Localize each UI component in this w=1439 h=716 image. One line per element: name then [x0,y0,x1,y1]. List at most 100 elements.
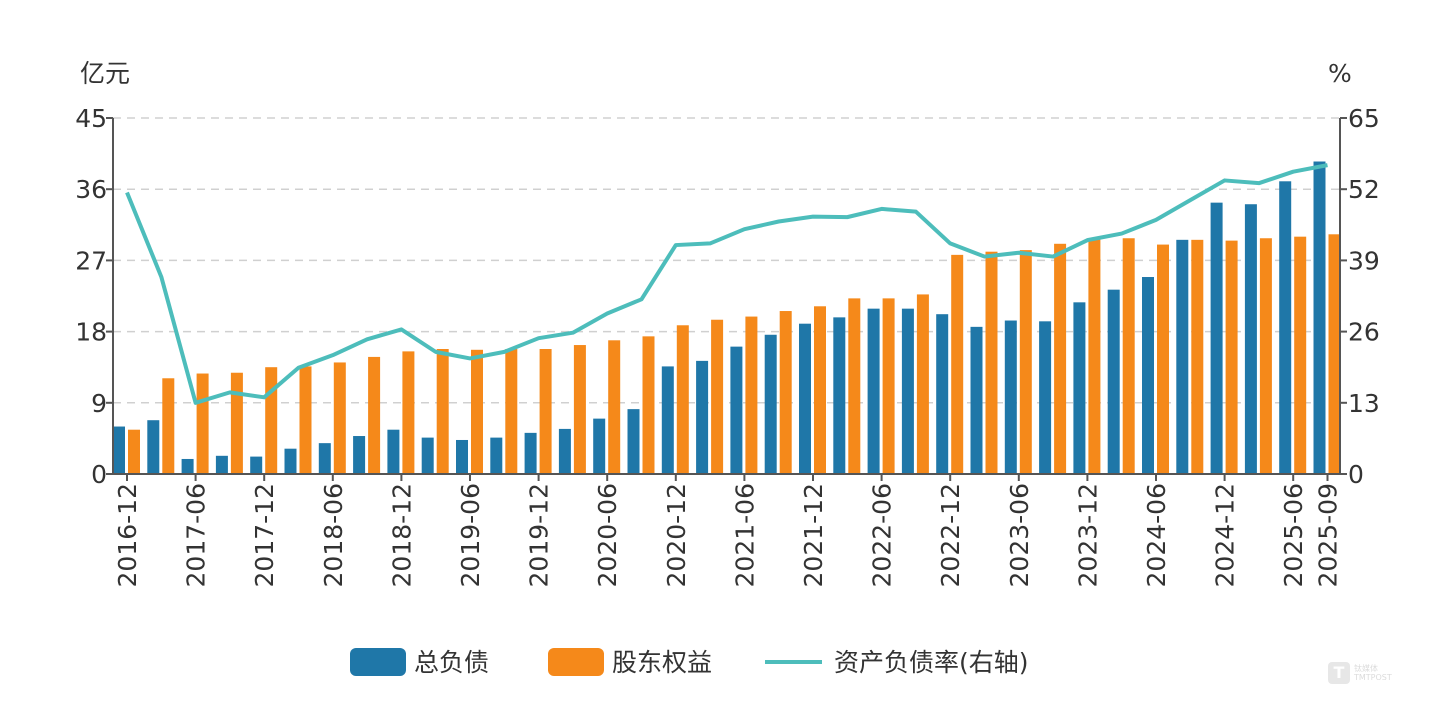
left-tick-label: 18 [75,318,107,347]
bar-total-liabilities [1107,289,1120,474]
bar-shareholder-equity [814,306,826,474]
x-tick-label: 2017-12 [250,483,279,587]
bar-total-liabilities [490,437,503,474]
bar-total-liabilities [901,308,914,474]
x-tick-label: 2023-12 [1073,483,1102,587]
bar-total-liabilities [936,314,949,474]
bar-total-liabilities [1279,181,1292,475]
bar-shareholder-equity [539,349,552,474]
bar-total-liabilities [318,443,331,474]
bar-shareholder-equity [745,316,758,474]
x-tick-label: 2024-12 [1211,483,1240,587]
bar-shareholder-equity [1054,243,1067,474]
bar-total-liabilities [421,437,434,474]
bar-shareholder-equity [951,254,964,474]
bar-shareholder-equity [230,372,243,474]
watermark-text: 钛媒体 TMTPOST [1354,664,1392,682]
x-tick-label: 2024-06 [1142,483,1171,587]
x-tick-label: 2023-06 [1005,483,1034,587]
bar-shareholder-equity [471,349,483,474]
bar-total-liabilities [524,432,537,474]
bar-total-liabilities [113,426,125,474]
x-tick-label: 2018-12 [387,483,416,587]
bar-shareholder-equity [608,340,621,474]
bar-shareholder-equity [1328,234,1341,474]
x-tick-label: 2021-06 [730,483,759,587]
left-tick-label: 9 [91,389,107,418]
bar-shareholder-equity [1294,236,1307,474]
legend-swatch-total-liabilities [350,648,406,676]
bar-shareholder-equity [196,373,209,474]
bar-shareholder-equity [265,367,278,474]
bar-shareholder-equity [436,349,449,474]
bar-shareholder-equity [1157,244,1169,474]
x-tick-label: 2019-06 [456,483,485,587]
x-tick-label: 2025-09 [1314,483,1343,587]
bar-total-liabilities [1210,202,1223,474]
bar-total-liabilities [730,346,743,474]
bar-shareholder-equity [676,325,689,474]
bar-shareholder-equity [505,349,518,474]
bar-total-liabilities [215,455,228,474]
bar-total-liabilities [833,317,846,474]
bar-shareholder-equity [299,366,312,474]
legend-label-debt-ratio: 资产负债率(右轴) [834,648,1029,677]
tmtpost-logo-icon: T [1328,662,1350,684]
right-tick-label: 39 [1348,246,1380,275]
bar-shareholder-equity [711,319,724,474]
bar-shareholder-equity [848,298,861,474]
bar-total-liabilities [456,439,468,474]
x-tick-label: 2018-06 [319,483,348,587]
x-tick-label: 2022-06 [868,483,897,587]
bar-shareholder-equity [333,362,346,474]
right-tick-label: 52 [1348,175,1380,204]
right-tick-label: 13 [1348,389,1380,418]
right-tick-label: 65 [1348,104,1380,133]
bar-total-liabilities [1313,161,1326,474]
left-tick-label: 45 [75,104,107,133]
bar-total-liabilities [284,448,297,474]
line-debt-ratio [125,163,1328,405]
x-tick-label: 2017-06 [182,483,211,587]
bar-shareholder-equity [162,378,175,474]
bar-total-liabilities [1004,320,1017,474]
x-tick-label: 2022-12 [936,483,965,587]
right-tick-label: 26 [1348,318,1380,347]
bar-total-liabilities [250,456,263,474]
bar-total-liabilities [1176,239,1189,474]
legend-swatch-shareholder-equity [548,648,604,676]
bar-total-liabilities [1142,277,1154,474]
watermark-logo: T 钛媒体 TMTPOST [1328,662,1392,684]
left-tick-label: 36 [75,175,107,204]
bar-shareholder-equity [1122,238,1135,474]
bar-shareholder-equity [1191,239,1204,474]
x-tick-label: 2016-12 [113,483,142,587]
x-tick-label: 2019-12 [525,483,554,587]
bar-total-liabilities [1039,321,1052,474]
bar-shareholder-equity [985,251,998,474]
bar-total-liabilities [147,420,160,474]
bar-total-liabilities [1244,204,1257,474]
right-axis-unit: % [1328,59,1352,88]
bar-shareholder-equity [402,351,415,474]
bar-shareholder-equity [368,356,381,474]
x-tick-label: 2020-06 [593,483,622,587]
bar-shareholder-equity [882,298,895,474]
bar-total-liabilities [1073,302,1086,474]
bar-total-liabilities [558,428,571,474]
bar-total-liabilities [764,334,777,474]
bar-total-liabilities [387,429,400,474]
x-tick-label: 2020-12 [662,483,691,587]
x-tick-label: 2021-12 [799,483,828,587]
bar-total-liabilities [181,458,194,474]
bar-shareholder-equity [128,429,140,474]
left-tick-label: 0 [91,460,107,489]
legend-label-total-liabilities: 总负债 [414,648,489,677]
bar-total-liabilities [970,326,983,474]
bar-total-liabilities [661,366,674,474]
bar-shareholder-equity [642,336,655,474]
bar-total-liabilities [627,409,640,474]
bar-shareholder-equity [1088,239,1101,474]
bar-total-liabilities [353,436,366,474]
